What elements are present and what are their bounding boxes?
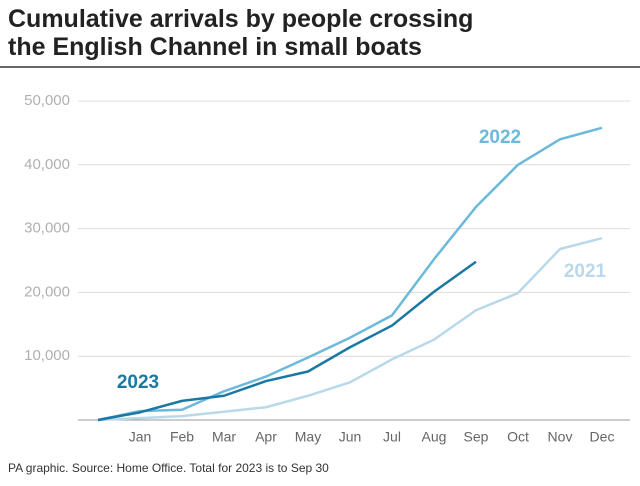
chart-title: the English Channel in small boats <box>8 33 422 61</box>
line-series <box>97 260 477 422</box>
chart-title: Cumulative arrivals by people crossing <box>8 5 473 33</box>
x-tick-label: Apr <box>255 429 277 445</box>
source-note: PA graphic. Source: Home Office. Total f… <box>8 461 329 475</box>
series-label: 2022 <box>479 127 521 148</box>
y-tick-label: 20,000 <box>24 283 70 300</box>
x-tick-label: Oct <box>507 429 529 445</box>
x-tick-label: Jan <box>129 429 152 445</box>
x-tick-label: Jul <box>383 429 401 445</box>
series-label: 2021 <box>564 261 607 282</box>
x-tick-label: Dec <box>590 429 615 445</box>
x-tick-label: Mar <box>212 429 236 445</box>
y-tick-label: 40,000 <box>24 156 70 173</box>
y-tick-label: 30,000 <box>24 220 70 237</box>
line-series <box>97 236 603 422</box>
x-tick-label: Nov <box>548 429 573 445</box>
y-tick-label: 50,000 <box>24 92 70 109</box>
x-tick-label: May <box>295 429 321 445</box>
line-series <box>97 126 603 422</box>
series-label: 2023 <box>117 372 159 393</box>
x-tick-label: Jun <box>339 429 362 445</box>
x-tick-label: Aug <box>422 429 447 445</box>
y-tick-label: 10,000 <box>24 347 70 364</box>
x-tick-label: Sep <box>464 429 489 445</box>
x-tick-label: Feb <box>170 429 194 445</box>
